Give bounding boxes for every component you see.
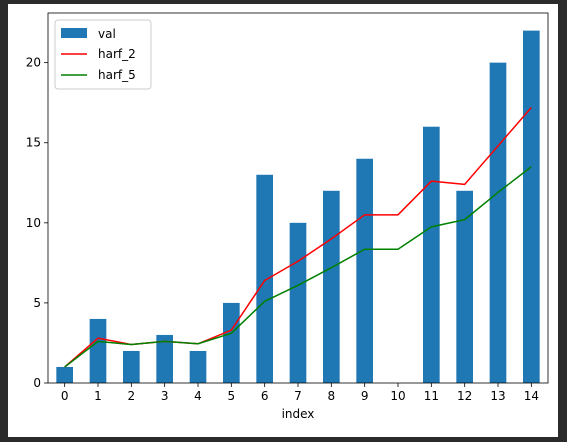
bar-5 [223, 302, 240, 383]
x-tick-label-12: 12 [457, 389, 472, 403]
x-tick-label-8: 8 [328, 389, 336, 403]
x-tick-label-4: 4 [194, 389, 202, 403]
bar-2 [123, 350, 140, 383]
bar-12 [456, 190, 473, 383]
x-tick-label-13: 13 [490, 389, 505, 403]
bar-7 [289, 222, 307, 383]
chart-figure: 0 1 2 3 4 5 6 7 8 9 10 11 12 13 14 0 5 10 15 20 index val harf… [8, 4, 558, 437]
bar-11 [423, 126, 440, 383]
x-tick-label-7: 7 [294, 389, 302, 403]
x-tick-label-11: 11 [424, 389, 439, 403]
legend-label-harf_2: harf_2 [98, 47, 136, 61]
x-tick-label-1: 1 [94, 389, 102, 403]
y-tick-label-15: 15 [26, 136, 41, 150]
x-tick-label-0: 0 [61, 389, 69, 403]
bar-1 [89, 318, 107, 383]
bar-9 [356, 158, 373, 383]
chart-canvas: 0 1 2 3 4 5 6 7 8 9 10 11 12 13 1405101520indexvalharf… [26, 12, 549, 421]
y-tick-label-0: 0 [33, 376, 41, 390]
y-tick-label-5: 5 [33, 296, 41, 310]
bar-8 [323, 190, 340, 383]
bar-0 [56, 366, 73, 383]
legend: val harf_2 harf_5 [54, 19, 152, 90]
y-tick-label-20: 20 [26, 56, 41, 70]
legend-label-harf_5: harf_5 [98, 68, 136, 82]
x-tick-label-2: 2 [128, 389, 136, 403]
x-tick-label-10: 10 [390, 389, 405, 403]
bar-14 [523, 30, 540, 383]
x-tick-label-6: 6 [261, 389, 269, 403]
bar-3 [156, 334, 173, 383]
legend-swatch-val [61, 28, 87, 38]
bar-4 [189, 350, 207, 383]
x-tick-label-3: 3 [161, 389, 169, 403]
bar-6 [256, 174, 273, 383]
bar-13 [489, 62, 507, 383]
legend-label-val: val [98, 27, 116, 41]
y-tick-label-10: 10 [26, 216, 41, 230]
x-axis-label: index [282, 407, 315, 421]
x-tick-label-9: 9 [361, 389, 369, 403]
line-harf_5 [64, 166, 532, 368]
x-tick-label-5: 5 [228, 389, 236, 403]
x-tick-label-14: 14 [524, 389, 539, 403]
